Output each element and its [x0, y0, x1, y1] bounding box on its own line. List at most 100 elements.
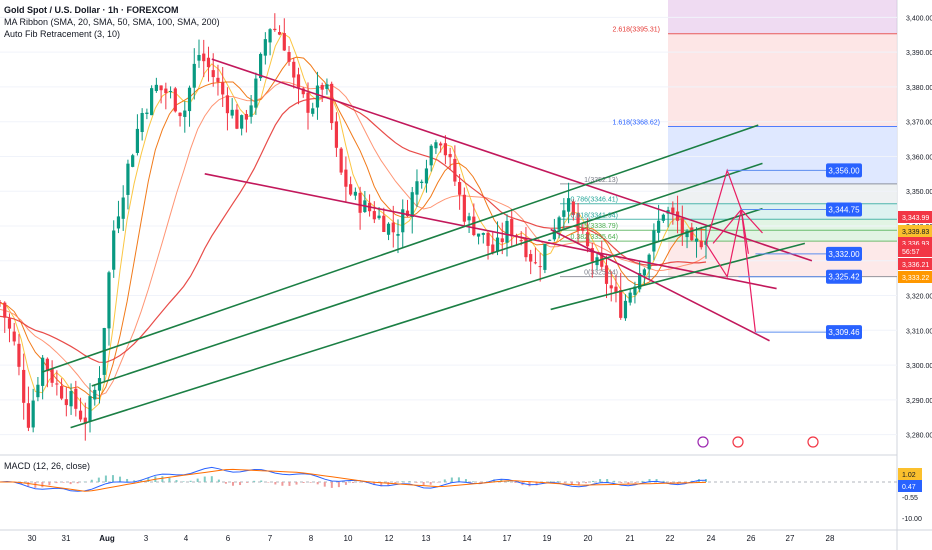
- candle-body: [633, 286, 637, 295]
- macd-histogram-bar: [570, 482, 573, 485]
- price-tick-label: 3,390.00: [906, 50, 932, 57]
- macd-histogram-bar: [443, 479, 446, 482]
- candle-body: [472, 216, 476, 236]
- candle-body: [225, 95, 230, 114]
- fib-zone: [668, 0, 897, 34]
- price-tick-label: 3,280.00: [906, 433, 932, 440]
- macd-histogram-bar: [563, 482, 566, 483]
- price-tick-label: 3,350.00: [906, 189, 932, 196]
- macd-histogram-bar: [556, 481, 559, 482]
- symbol-title[interactable]: Gold Spot / U.S. Dollar · 1h · FOREXCOM: [4, 5, 179, 15]
- candle-body: [7, 318, 12, 329]
- event-icon: [732, 436, 744, 448]
- time-tick-label: 22: [666, 534, 675, 543]
- macd-tick-label: 1.02: [902, 472, 916, 479]
- candle-body: [36, 384, 40, 398]
- candle-body: [543, 243, 547, 270]
- time-tick-label: 26: [747, 534, 756, 543]
- candle-body: [31, 400, 35, 428]
- trend-channels[interactable]: [42, 58, 813, 429]
- macd-histogram-bar: [373, 482, 376, 486]
- time-tick-label: 19: [543, 534, 552, 543]
- price-axis[interactable]: 3,280.00 3,290.00 3,300.00 3,310.00 3,320.00…: [898, 15, 932, 523]
- macd-histogram-bar: [246, 482, 249, 483]
- fib-zone: [668, 203, 897, 220]
- macd-histogram-bar: [457, 477, 460, 482]
- macd-histogram-bar: [69, 482, 72, 485]
- candle-body: [173, 88, 177, 112]
- candle-body: [609, 285, 613, 289]
- candle-body: [55, 383, 59, 385]
- candle-body: [235, 109, 239, 129]
- candle-body: [12, 331, 16, 342]
- event-icons[interactable]: [697, 436, 819, 448]
- time-tick-label: 10: [344, 534, 353, 543]
- macd-histogram-bar: [634, 482, 637, 484]
- scenario-label-box: [826, 246, 862, 261]
- candle-body: [221, 82, 225, 95]
- macd-histogram-bar: [27, 482, 30, 487]
- fib-zone: [668, 126, 897, 184]
- candle-body: [538, 266, 542, 268]
- scenario-paths[interactable]: 3,356.00 3,344.75 3,332.00 3,325.42 3,309.46: [705, 163, 862, 340]
- macd-signal-line: [0, 468, 707, 492]
- candle-body: [164, 88, 168, 94]
- macd-histogram-bar: [493, 479, 496, 482]
- candle-body: [277, 32, 282, 35]
- fib-level-label: 1(3352.13): [584, 177, 618, 184]
- chart-legend: Gold Spot / U.S. Dollar · 1h · FOREXCOM …: [4, 4, 220, 40]
- macd-pane: [0, 466, 897, 492]
- event-icon: [807, 436, 819, 448]
- fib-label[interactable]: Auto Fib Retracement (3, 10): [4, 29, 121, 39]
- candle-body: [429, 145, 433, 166]
- green-channel-lower: [70, 207, 763, 429]
- macd-histogram-bar: [627, 482, 630, 485]
- red-channel-middle: [204, 173, 777, 290]
- price-tag-box: [898, 211, 932, 223]
- ma-20: [0, 32, 707, 411]
- candle-body: [183, 110, 187, 117]
- candle-body: [353, 191, 357, 196]
- candle-body: [453, 158, 457, 182]
- macd-histogram-bar: [323, 482, 326, 487]
- macd-histogram-bar: [90, 479, 93, 482]
- scenario-label: 3,332.00: [828, 250, 860, 259]
- time-tick-label: 6: [226, 534, 231, 543]
- macd-histogram-bar: [253, 480, 256, 482]
- fib-level-label: 0.382(3335.64): [571, 234, 618, 241]
- candle-body: [448, 154, 452, 158]
- ma-ribbon-label[interactable]: MA Ribbon (SMA, 20, SMA, 50, SMA, 100, S…: [4, 17, 220, 27]
- candle-body: [467, 216, 471, 221]
- time-axis[interactable]: 30 31 Aug 3 4 6 7 8 10 12 13 14 17 19 20 21 22 24 26 27 28: [28, 534, 835, 543]
- candle-body: [268, 29, 272, 43]
- macd-histogram-bar: [83, 481, 86, 483]
- candle-body: [424, 168, 429, 184]
- scenario-label-box: [826, 163, 862, 178]
- price-tick-label: 3,300.00: [906, 363, 932, 370]
- candle-body: [211, 70, 215, 78]
- price-tag-box: [898, 225, 932, 237]
- candle-body: [491, 244, 495, 254]
- macd-histogram-bar: [203, 476, 206, 482]
- macd-histogram-bar: [288, 482, 291, 486]
- candle-body: [282, 33, 286, 51]
- price-tag-box: [898, 245, 932, 257]
- candle-body: [415, 181, 419, 195]
- candle-body: [694, 238, 699, 242]
- candle-body: [45, 358, 49, 372]
- macd-histogram-bar: [217, 479, 220, 482]
- time-tick-label: 7: [268, 534, 273, 543]
- time-tick-label: 12: [385, 534, 394, 543]
- candle-body: [529, 254, 533, 262]
- candle-body: [623, 300, 628, 319]
- macd-label[interactable]: MACD (12, 26, close): [4, 461, 91, 471]
- candle-body: [524, 237, 528, 258]
- candle-body: [391, 222, 395, 233]
- macd-histogram-bar: [224, 482, 227, 484]
- candle-body: [64, 399, 68, 406]
- fib-level-label: 0.618(3341.94): [571, 212, 618, 219]
- price-tag-label: 56:57: [902, 249, 920, 256]
- price-tag-label: 3,333.22: [902, 275, 929, 282]
- candle-body: [434, 142, 438, 149]
